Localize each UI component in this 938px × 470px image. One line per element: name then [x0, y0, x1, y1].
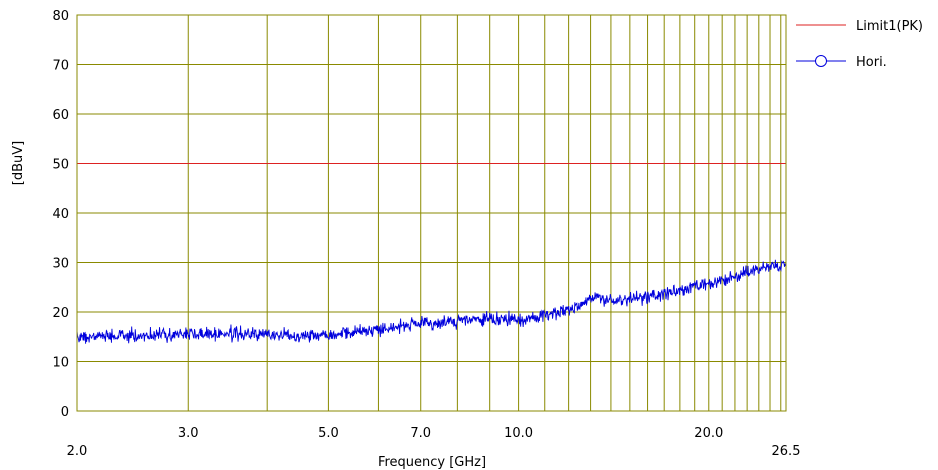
series-layer — [76, 163, 787, 344]
x-tick-label: 7.0 — [410, 426, 431, 441]
grid — [77, 15, 786, 411]
x-axis-label: Frequency [GHz] — [378, 455, 486, 470]
y-tick-label: 20 — [52, 306, 69, 321]
y-axis-label: [dBuV] — [11, 141, 26, 185]
y-tick-label: 0 — [61, 405, 69, 420]
x-tick-label: 3.0 — [178, 426, 199, 441]
y-tick-label: 60 — [52, 108, 69, 123]
legend-marker — [815, 55, 827, 67]
y-tick-label: 70 — [52, 59, 69, 74]
series-line — [76, 259, 787, 344]
x-tick-label: 20.0 — [694, 426, 723, 441]
x-tick-label: 10.0 — [504, 426, 533, 441]
legend: Limit1(PK) Hori. — [796, 19, 923, 70]
plot-frame — [76, 14, 787, 412]
y-tick-label: 10 — [52, 356, 69, 371]
x-tick-label: 26.5 — [772, 444, 801, 459]
tick-labels: 0 10 20 30 40 50 60 70 80 2.0 3.0 5.0 7.0 10.0 20.0 26.… — [52, 9, 800, 459]
x-tick-label: 5.0 — [318, 426, 339, 441]
y-tick-label: 80 — [52, 9, 69, 24]
y-tick-label: 50 — [52, 158, 69, 173]
x-tick-label: 2.0 — [67, 444, 88, 459]
legend-label: Hori. — [856, 55, 887, 70]
y-tick-label: 30 — [52, 257, 69, 272]
legend-label: Limit1(PK) — [856, 19, 923, 34]
y-tick-label: 40 — [52, 207, 69, 222]
